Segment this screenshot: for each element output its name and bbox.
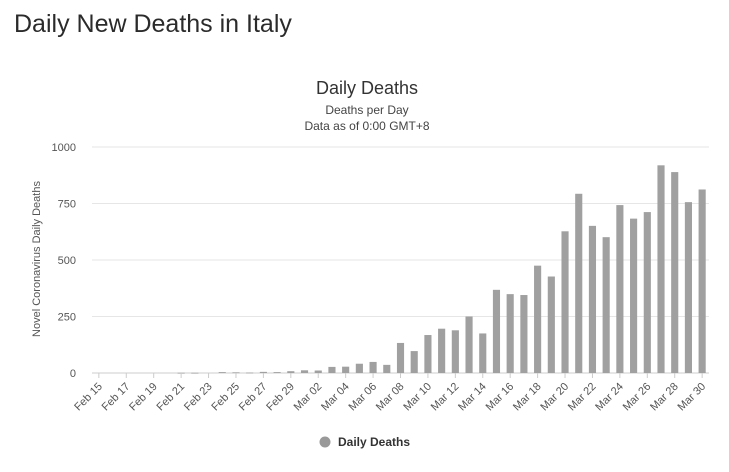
bar[interactable]: [520, 295, 528, 373]
y-tick-label: 250: [58, 312, 76, 324]
bar[interactable]: [616, 205, 624, 373]
bar[interactable]: [191, 372, 199, 374]
y-tick-labels: 0 250 500 750 1000: [52, 142, 76, 380]
bar[interactable]: [273, 372, 281, 373]
x-tick-label: Mar 10: [401, 381, 434, 414]
x-tick-label: Mar 22: [566, 381, 599, 414]
y-tick-label: 500: [58, 255, 76, 267]
y-axis-label: Novel Coronavirus Daily Deaths: [31, 181, 43, 337]
bars: [177, 165, 706, 374]
x-tick-label: Feb 23: [182, 381, 215, 414]
bar[interactable]: [369, 361, 377, 373]
chart-title: Daily Deaths: [316, 78, 418, 98]
x-tick-label: Mar 02: [292, 381, 325, 414]
bar[interactable]: [410, 351, 418, 373]
bar[interactable]: [383, 364, 391, 373]
bar[interactable]: [630, 218, 638, 373]
x-tick-label: Mar 16: [484, 381, 517, 414]
x-tick-label: Mar 06: [346, 381, 379, 414]
x-tick-label: Feb 27: [237, 381, 270, 414]
y-tick-label: 0: [70, 368, 76, 380]
bar[interactable]: [232, 372, 240, 374]
chart-subtitle-line-1: Deaths per Day: [325, 103, 408, 117]
chart-subtitle-line-2: Data as of 0:00 GMT+8: [304, 119, 429, 133]
bar[interactable]: [671, 172, 679, 373]
y-tick-label: 750: [58, 199, 76, 211]
bar[interactable]: [684, 202, 692, 373]
x-tick-label: Mar 12: [429, 381, 462, 414]
legend-marker-icon: [319, 436, 331, 448]
bar[interactable]: [588, 225, 597, 373]
bar[interactable]: [561, 231, 569, 373]
bar[interactable]: [342, 366, 350, 373]
bar[interactable]: [218, 372, 226, 373]
x-tick-label: Feb 21: [155, 381, 188, 414]
bar[interactable]: [246, 372, 254, 374]
x-tick-label: Mar 14: [456, 381, 489, 414]
bar[interactable]: [300, 370, 309, 373]
legend[interactable]: Daily Deaths: [319, 435, 411, 449]
bar[interactable]: [465, 316, 473, 374]
x-tick-label: Mar 30: [676, 381, 709, 414]
x-tick-label: Mar 26: [621, 381, 654, 414]
x-tick-label: Feb 25: [209, 381, 242, 414]
bar[interactable]: [643, 212, 651, 373]
y-tick-label: 1000: [52, 142, 76, 154]
bar[interactable]: [575, 193, 583, 373]
bar[interactable]: [547, 276, 555, 374]
bar[interactable]: [451, 330, 459, 373]
bar[interactable]: [492, 289, 501, 373]
bar[interactable]: [287, 371, 295, 373]
x-tick-label: Feb 17: [100, 381, 133, 414]
x-tick-label: Mar 24: [593, 381, 626, 414]
x-tick-label: Mar 20: [538, 381, 571, 414]
x-tick-label: Mar 18: [511, 381, 544, 414]
bar[interactable]: [424, 335, 432, 373]
bar[interactable]: [438, 328, 446, 373]
x-tick-label: Mar 28: [648, 381, 681, 414]
page-title: Daily New Deaths in Italy: [14, 10, 292, 38]
bar[interactable]: [314, 370, 322, 373]
bar[interactable]: [479, 333, 487, 373]
bar[interactable]: [396, 342, 405, 373]
bar[interactable]: [602, 237, 610, 373]
bar[interactable]: [698, 189, 706, 373]
legend-label: Daily Deaths: [338, 435, 410, 449]
bar[interactable]: [355, 363, 363, 373]
x-tick-label: Feb 29: [264, 381, 297, 414]
bar[interactable]: [328, 366, 336, 373]
bar[interactable]: [259, 371, 267, 373]
x-tick-label: Feb 19: [127, 381, 160, 414]
bar[interactable]: [506, 294, 514, 373]
x-tick-label: Feb 15: [72, 381, 105, 414]
bar[interactable]: [534, 265, 542, 373]
x-tick-label: Mar 04: [319, 381, 352, 414]
bar[interactable]: [657, 165, 665, 373]
x-tick-label: Mar 08: [374, 381, 407, 414]
